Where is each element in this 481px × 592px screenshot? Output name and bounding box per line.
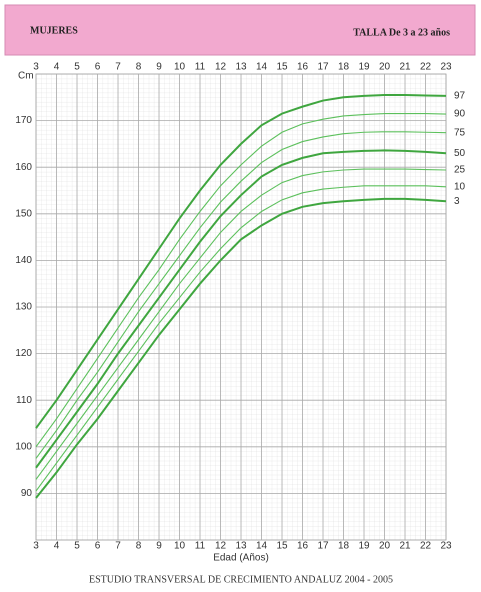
y-tick-label: 130 (15, 302, 32, 313)
percentile-line (35, 168, 447, 480)
x-tick-label-top: 22 (420, 62, 432, 73)
x-tick-label-top: 12 (215, 62, 227, 73)
y-tick-label: 90 (21, 488, 33, 499)
x-tick-label-top: 3 (33, 62, 39, 73)
x-tick-label: 14 (256, 541, 268, 552)
x-tick-label-top: 15 (276, 62, 288, 73)
x-tick-label: 12 (215, 541, 227, 552)
legend-label: 3 (454, 196, 460, 207)
x-tick-label: 5 (74, 541, 80, 552)
x-tick-label: 23 (440, 541, 452, 552)
x-tick-label: 16 (297, 541, 309, 552)
legend-label: 50 (454, 148, 466, 159)
x-tick-label: 10 (174, 541, 186, 552)
x-tick-label: 22 (420, 541, 432, 552)
x-tick-label: 4 (54, 541, 60, 552)
source-note: ESTUDIO TRANSVERSAL DE CRECIMIENTO ANDAL… (89, 574, 393, 585)
x-tick-label-top: 6 (95, 62, 101, 73)
y-tick-label: 150 (15, 208, 32, 219)
y-tick-label: 110 (16, 395, 32, 406)
y-tick-label: 100 (15, 441, 32, 452)
x-tick-label-top: 14 (256, 62, 268, 73)
y-tick-label: 140 (15, 255, 32, 266)
x-tick-label: 15 (276, 541, 288, 552)
x-tick-label: 13 (235, 541, 247, 552)
x-axis-label: Edad (Años) (213, 553, 269, 564)
percentile-line (35, 197, 447, 499)
x-tick-label-top: 8 (136, 62, 142, 73)
x-tick-label-top: 18 (338, 62, 350, 73)
legend-label: 25 (454, 165, 466, 176)
percentile-line (35, 93, 447, 429)
x-tick-label-top: 13 (235, 62, 247, 73)
legend-label: 97 (454, 91, 466, 102)
x-tick-label: 18 (338, 541, 350, 552)
y-tick-label: 170 (15, 115, 32, 126)
x-tick-label-top: 9 (156, 62, 162, 73)
x-tick-label-top: 10 (174, 62, 186, 73)
percentile-line (35, 131, 447, 459)
x-tick-label-top: 7 (115, 62, 121, 73)
x-tick-label-top: 11 (195, 62, 206, 73)
x-tick-label: 6 (95, 541, 101, 552)
x-tick-label-top: 4 (54, 62, 60, 73)
legend-label: 75 (454, 127, 466, 138)
percentile-line (35, 113, 447, 448)
x-tick-label: 3 (33, 541, 39, 552)
x-tick-label-top: 16 (297, 62, 309, 73)
x-tick-label: 17 (317, 541, 329, 552)
x-tick-label: 19 (358, 541, 370, 552)
chart-title: MUJERES (30, 25, 78, 36)
percentile-line (35, 185, 447, 492)
x-tick-label: 21 (399, 541, 411, 552)
x-tick-label-top: 21 (399, 62, 411, 73)
percentile-line (35, 149, 447, 469)
x-tick-label-top: 5 (74, 62, 80, 73)
chart-subtitle: TALLA De 3 a 23 años (353, 27, 450, 38)
y-tick-label: 160 (15, 162, 32, 173)
y-axis-label: Cm (18, 71, 34, 82)
x-tick-label-top: 20 (379, 62, 391, 73)
legend-label: 90 (454, 109, 466, 120)
x-tick-label: 7 (115, 541, 121, 552)
header-band (4, 4, 476, 56)
x-tick-label: 20 (379, 541, 391, 552)
x-tick-label-top: 23 (440, 62, 452, 73)
x-tick-label-top: 17 (317, 62, 329, 73)
y-tick-label: 120 (15, 348, 32, 359)
x-tick-label: 9 (156, 541, 162, 552)
x-tick-label-top: 19 (358, 62, 370, 73)
x-tick-label: 8 (136, 541, 142, 552)
legend-label: 10 (454, 181, 466, 192)
x-tick-label: 11 (195, 541, 206, 552)
